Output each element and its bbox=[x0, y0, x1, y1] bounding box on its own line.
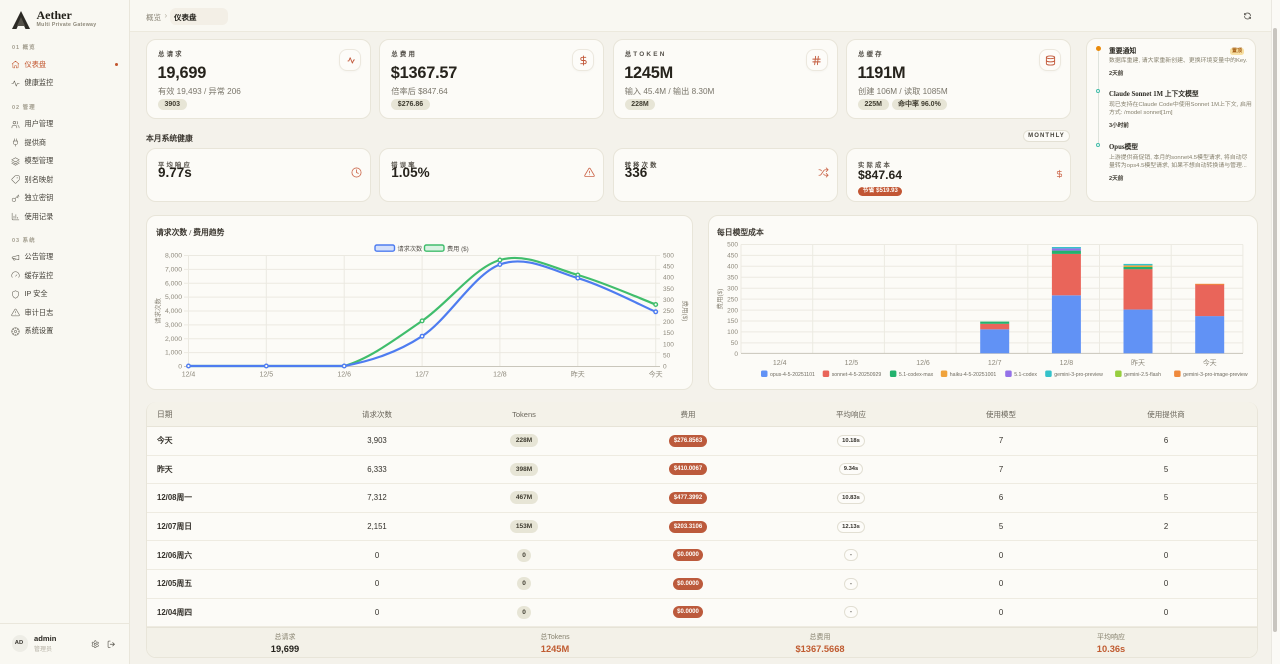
svg-text:12/6: 12/6 bbox=[916, 360, 930, 367]
svg-text:8,000: 8,000 bbox=[165, 253, 182, 260]
svg-text:gemini-3-pro-image-preview: gemini-3-pro-image-preview bbox=[1183, 372, 1248, 378]
svg-text:2,000: 2,000 bbox=[165, 336, 182, 343]
svg-text:200: 200 bbox=[727, 307, 738, 314]
svg-text:3,000: 3,000 bbox=[165, 322, 182, 329]
svg-text:100: 100 bbox=[727, 329, 738, 336]
svg-text:250: 250 bbox=[727, 296, 738, 303]
svg-text:昨天: 昨天 bbox=[571, 370, 585, 379]
svg-text:12/4: 12/4 bbox=[182, 372, 196, 379]
svg-text:4,000: 4,000 bbox=[165, 308, 182, 315]
svg-text:100: 100 bbox=[663, 341, 674, 348]
svg-text:450: 450 bbox=[663, 264, 674, 271]
svg-text:12/5: 12/5 bbox=[845, 360, 859, 367]
svg-text:12/6: 12/6 bbox=[337, 372, 351, 379]
svg-text:sonnet-4-5-20250929: sonnet-4-5-20250929 bbox=[832, 372, 882, 378]
svg-text:400: 400 bbox=[663, 275, 674, 282]
svg-text:5.1-codex: 5.1-codex bbox=[1014, 372, 1037, 378]
svg-text:0: 0 bbox=[178, 364, 182, 371]
svg-text:200: 200 bbox=[663, 319, 674, 326]
svg-text:请求次数: 请求次数 bbox=[398, 245, 424, 253]
svg-text:今天: 今天 bbox=[649, 370, 663, 379]
svg-text:昨天: 昨天 bbox=[1131, 358, 1145, 367]
svg-text:1,000: 1,000 bbox=[165, 350, 182, 357]
svg-text:0: 0 bbox=[734, 351, 738, 358]
svg-text:350: 350 bbox=[663, 286, 674, 293]
svg-text:300: 300 bbox=[727, 285, 738, 292]
svg-text:gemini-3-pro-preview: gemini-3-pro-preview bbox=[1054, 372, 1103, 378]
svg-text:350: 350 bbox=[727, 275, 738, 282]
svg-text:gemini-2.5-flash: gemini-2.5-flash bbox=[1124, 372, 1161, 378]
svg-text:12/4: 12/4 bbox=[773, 360, 787, 367]
svg-text:6,000: 6,000 bbox=[165, 280, 182, 287]
svg-text:50: 50 bbox=[731, 340, 739, 347]
svg-text:12/7: 12/7 bbox=[988, 360, 1002, 367]
svg-text:费用($): 费用($) bbox=[715, 289, 724, 310]
svg-text:300: 300 bbox=[663, 297, 674, 304]
svg-text:0: 0 bbox=[663, 364, 667, 371]
svg-text:7,000: 7,000 bbox=[165, 266, 182, 273]
svg-text:450: 450 bbox=[727, 253, 738, 260]
svg-text:50: 50 bbox=[663, 352, 671, 359]
svg-text:请求次数: 请求次数 bbox=[153, 298, 162, 325]
svg-text:150: 150 bbox=[663, 330, 674, 337]
svg-text:费用($): 费用($) bbox=[681, 301, 690, 322]
svg-text:12/5: 12/5 bbox=[259, 372, 273, 379]
svg-text:12/8: 12/8 bbox=[1060, 360, 1074, 367]
svg-text:haiku-4-5-20251001: haiku-4-5-20251001 bbox=[950, 372, 997, 378]
svg-text:今天: 今天 bbox=[1203, 358, 1217, 367]
svg-text:opus-4-5-20251101: opus-4-5-20251101 bbox=[770, 372, 815, 378]
svg-text:400: 400 bbox=[727, 264, 738, 271]
svg-text:12/8: 12/8 bbox=[493, 372, 507, 379]
svg-text:5.1-codex-max: 5.1-codex-max bbox=[899, 372, 934, 378]
svg-text:5,000: 5,000 bbox=[165, 294, 182, 301]
svg-text:费用 ($): 费用 ($) bbox=[447, 245, 469, 253]
svg-text:12/7: 12/7 bbox=[415, 372, 429, 379]
svg-text:500: 500 bbox=[727, 242, 738, 249]
svg-text:250: 250 bbox=[663, 308, 674, 315]
svg-text:500: 500 bbox=[663, 253, 674, 260]
svg-text:150: 150 bbox=[727, 318, 738, 325]
